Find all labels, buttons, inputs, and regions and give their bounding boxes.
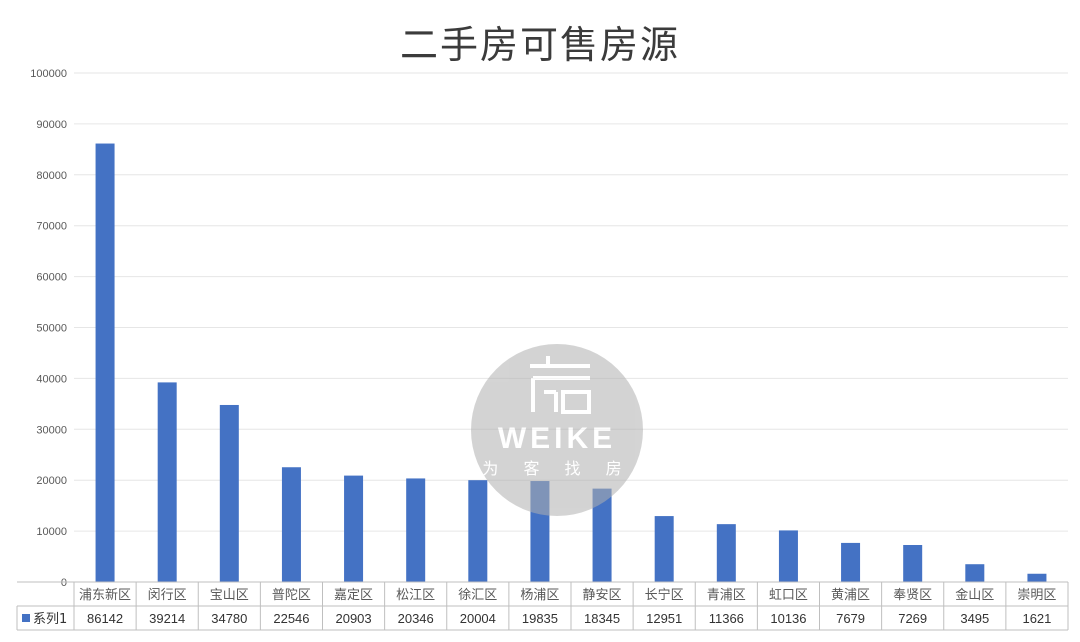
x-category-label: 宝山区 bbox=[210, 588, 249, 603]
bar bbox=[219, 404, 239, 582]
x-category-label: 青浦区 bbox=[707, 588, 746, 603]
y-tick-label: 40000 bbox=[36, 373, 67, 385]
table-value-cell: 39214 bbox=[149, 611, 185, 626]
y-tick-label: 60000 bbox=[36, 272, 67, 284]
bar bbox=[716, 524, 736, 582]
y-tick-label: 100000 bbox=[30, 68, 67, 80]
bar bbox=[654, 516, 674, 582]
bar bbox=[406, 478, 426, 582]
x-category-label: 金山区 bbox=[955, 587, 994, 603]
x-category-label: 松江区 bbox=[396, 588, 435, 603]
bars-layer bbox=[95, 143, 1047, 582]
x-category-label: 浦东新区 bbox=[79, 587, 131, 603]
x-category-label: 闵行区 bbox=[148, 588, 187, 603]
bar bbox=[965, 564, 985, 582]
x-category-label: 崇明区 bbox=[1017, 588, 1056, 603]
bar bbox=[468, 480, 488, 582]
y-tick-label: 0 bbox=[61, 577, 67, 589]
bar bbox=[95, 143, 115, 582]
y-tick-label: 90000 bbox=[36, 119, 67, 131]
x-category-label: 杨浦区 bbox=[520, 588, 559, 603]
x-category-label: 黄浦区 bbox=[831, 588, 870, 603]
table-value-cell: 34780 bbox=[211, 611, 247, 626]
bar bbox=[344, 475, 364, 582]
y-tick-label: 80000 bbox=[36, 170, 67, 182]
bar bbox=[778, 530, 798, 582]
axis-layer: 0 10000 20000 30000 40000 50000 60000 70000 8000… bbox=[30, 68, 67, 589]
table-value-cell: 12951 bbox=[646, 611, 682, 626]
x-category-label: 徐汇区 bbox=[458, 588, 497, 603]
y-tick-label: 50000 bbox=[36, 323, 67, 335]
table-value-cell: 7269 bbox=[898, 611, 927, 626]
x-category-label: 长宁区 bbox=[645, 587, 684, 603]
table-value-cell: 7679 bbox=[836, 611, 865, 626]
table-value-cell: 22546 bbox=[273, 611, 309, 626]
y-tick-label: 20000 bbox=[36, 475, 67, 487]
y-tick-label: 30000 bbox=[36, 424, 67, 436]
bar bbox=[1027, 573, 1047, 582]
bar bbox=[281, 467, 301, 582]
table-value-cell: 19835 bbox=[522, 611, 558, 626]
table-value-cell: 86142 bbox=[87, 611, 123, 626]
x-category-label: 虹口区 bbox=[769, 588, 808, 603]
table-value-cell: 3495 bbox=[960, 611, 989, 626]
legend-swatch bbox=[22, 614, 30, 622]
watermark-logo: WEIKE 为 客 找 房 bbox=[471, 344, 643, 516]
table-value-cell: 20004 bbox=[460, 611, 496, 626]
x-category-label: 普陀区 bbox=[272, 587, 311, 603]
table-value-cell: 18345 bbox=[584, 611, 620, 626]
bar bbox=[157, 382, 177, 582]
bar bbox=[903, 545, 923, 582]
legend-series-name: 系列1 bbox=[33, 612, 67, 627]
watermark-brand: WEIKE bbox=[498, 422, 616, 455]
bar bbox=[841, 542, 861, 582]
chart-title: 二手房可售房源 bbox=[399, 23, 680, 67]
watermark-tagline: 为 客 找 房 bbox=[482, 459, 631, 478]
x-category-label: 奉贤区 bbox=[893, 588, 932, 603]
data-table: 浦东新区 86142 闵行区 39214 宝山区 34780 普陀区 22546 嘉定区 2090… bbox=[16, 581, 1069, 631]
table-value-cell: 1621 bbox=[1022, 611, 1051, 626]
table-value-cell: 20346 bbox=[398, 611, 434, 626]
bar bbox=[592, 488, 612, 582]
y-tick-label: 10000 bbox=[36, 526, 67, 538]
x-category-label: 嘉定区 bbox=[334, 588, 373, 603]
y-tick-label: 70000 bbox=[36, 221, 67, 233]
x-category-label: 静安区 bbox=[583, 588, 622, 603]
table-value-cell: 11366 bbox=[709, 611, 744, 626]
watermark-house-icon bbox=[530, 356, 591, 414]
watermark-circle bbox=[471, 344, 643, 516]
table-value-cell: 10136 bbox=[770, 611, 806, 626]
table-value-cell: 20903 bbox=[335, 611, 371, 626]
